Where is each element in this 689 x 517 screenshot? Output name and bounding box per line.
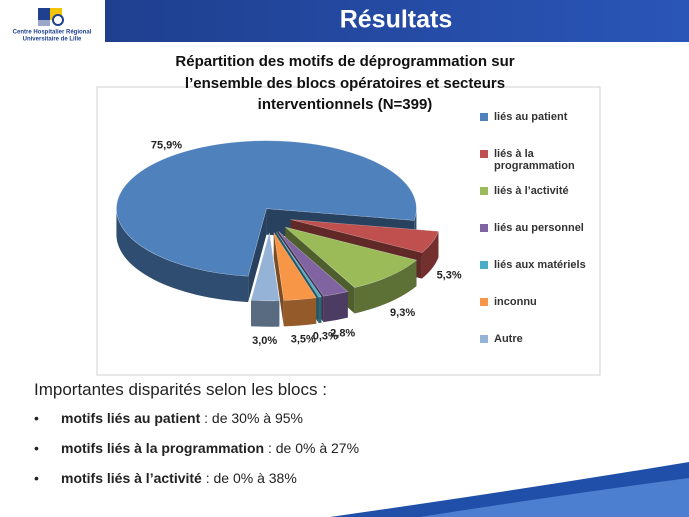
bullet-rest: : de 0% à 27%	[264, 440, 360, 456]
legend-label: liés aux matériels	[494, 259, 586, 271]
slice-top	[273, 232, 317, 301]
bullet-bold: motifs liés au patient	[61, 410, 201, 426]
legend-marker	[480, 224, 488, 232]
data-label: 3,0%	[252, 335, 277, 347]
bullet-text: motifs liés à la programmation : de 0% à…	[61, 440, 359, 456]
slice	[273, 232, 317, 327]
slice-top	[250, 232, 280, 302]
slice-top	[116, 140, 417, 277]
slice-cut-face	[248, 208, 267, 303]
legend-item: liés aux matériels	[480, 259, 598, 296]
notes-heading: Importantes disparités selon les blocs :	[34, 380, 327, 399]
logo-text: Centre Hospitalier Régional	[13, 30, 92, 36]
bullet-bold: motifs liés à la programmation	[61, 440, 265, 456]
data-label: 9,3%	[390, 307, 415, 319]
chart-title: l’ensemble des blocs opératoires et sect…	[185, 75, 505, 92]
legend-marker	[480, 261, 488, 269]
slice-side	[323, 291, 348, 323]
bullet-text: motifs liés au patient : de 30% à 95%	[61, 410, 303, 426]
legend-label: liés au patient	[494, 111, 568, 123]
legend-label: liés à l’activité	[494, 185, 569, 197]
data-label: 0,3%	[313, 331, 338, 343]
slice-top	[278, 231, 349, 297]
bullet: • motifs liés à l’activité : de 0% à 38%	[34, 470, 359, 486]
bullet: • motifs liés à la programmation : de 0% …	[34, 440, 359, 456]
bullet-text: motifs liés à l’activité : de 0% à 38%	[61, 470, 297, 486]
chart-title: interventionnels (N=399)	[258, 96, 433, 113]
slice-side	[318, 296, 322, 324]
data-label: 75,9%	[151, 140, 182, 152]
slice-side	[354, 260, 417, 314]
data-label: 5,3%	[437, 270, 462, 282]
logo	[38, 8, 64, 26]
chart-title: Répartition des motifs de déprogrammatio…	[175, 53, 514, 70]
legend-label: liés à la programmation	[494, 148, 575, 172]
decor-swoosh	[420, 478, 689, 517]
slice-side	[283, 297, 317, 327]
data-label: 2,8%	[330, 327, 355, 339]
legend-label: inconnu	[494, 296, 537, 308]
data-label: 3,5%	[291, 333, 316, 345]
legend-marker	[480, 335, 488, 343]
legend-item: liés au personnel	[480, 222, 598, 259]
bullet-dot: •	[34, 440, 39, 456]
legend-item: liés à l’activité	[480, 185, 598, 222]
slice-side	[251, 300, 280, 327]
slice-top	[285, 226, 418, 288]
header-bar	[105, 0, 689, 42]
slice-top	[290, 219, 439, 253]
legend-item: Autre	[480, 333, 598, 370]
legend-item: inconnu	[480, 296, 598, 333]
legend-marker	[480, 113, 488, 121]
slice-cut-face	[273, 232, 284, 327]
bullet-rest: : de 30% à 95%	[200, 410, 303, 426]
legend-label: Autre	[494, 333, 523, 345]
bullet-dot: •	[34, 410, 39, 426]
slice-top	[276, 231, 322, 298]
pie	[116, 140, 439, 327]
slice	[250, 232, 280, 327]
slice-side	[116, 208, 249, 303]
notes: Importantes disparités selon les blocs :…	[34, 380, 359, 500]
legend-marker	[480, 150, 488, 158]
legend-item: liés à la programmation	[480, 148, 598, 185]
legend: liés au patient liés à la programmation li…	[480, 111, 598, 370]
slice-side	[421, 231, 439, 279]
legend-marker	[480, 187, 488, 195]
bullet: • motifs liés au patient : de 30% à 95%	[34, 410, 359, 426]
bullet-bold: motifs liés à l’activité	[61, 470, 202, 486]
legend-item: liés au patient	[480, 111, 598, 148]
legend-marker	[480, 298, 488, 306]
slide-title: Résultats	[340, 6, 453, 34]
bullet-dot: •	[34, 470, 39, 486]
legend-label: liés au personnel	[494, 222, 584, 234]
logo-text: Universitaire de Lille	[23, 37, 82, 43]
bullet-rest: : de 0% à 38%	[201, 470, 297, 486]
